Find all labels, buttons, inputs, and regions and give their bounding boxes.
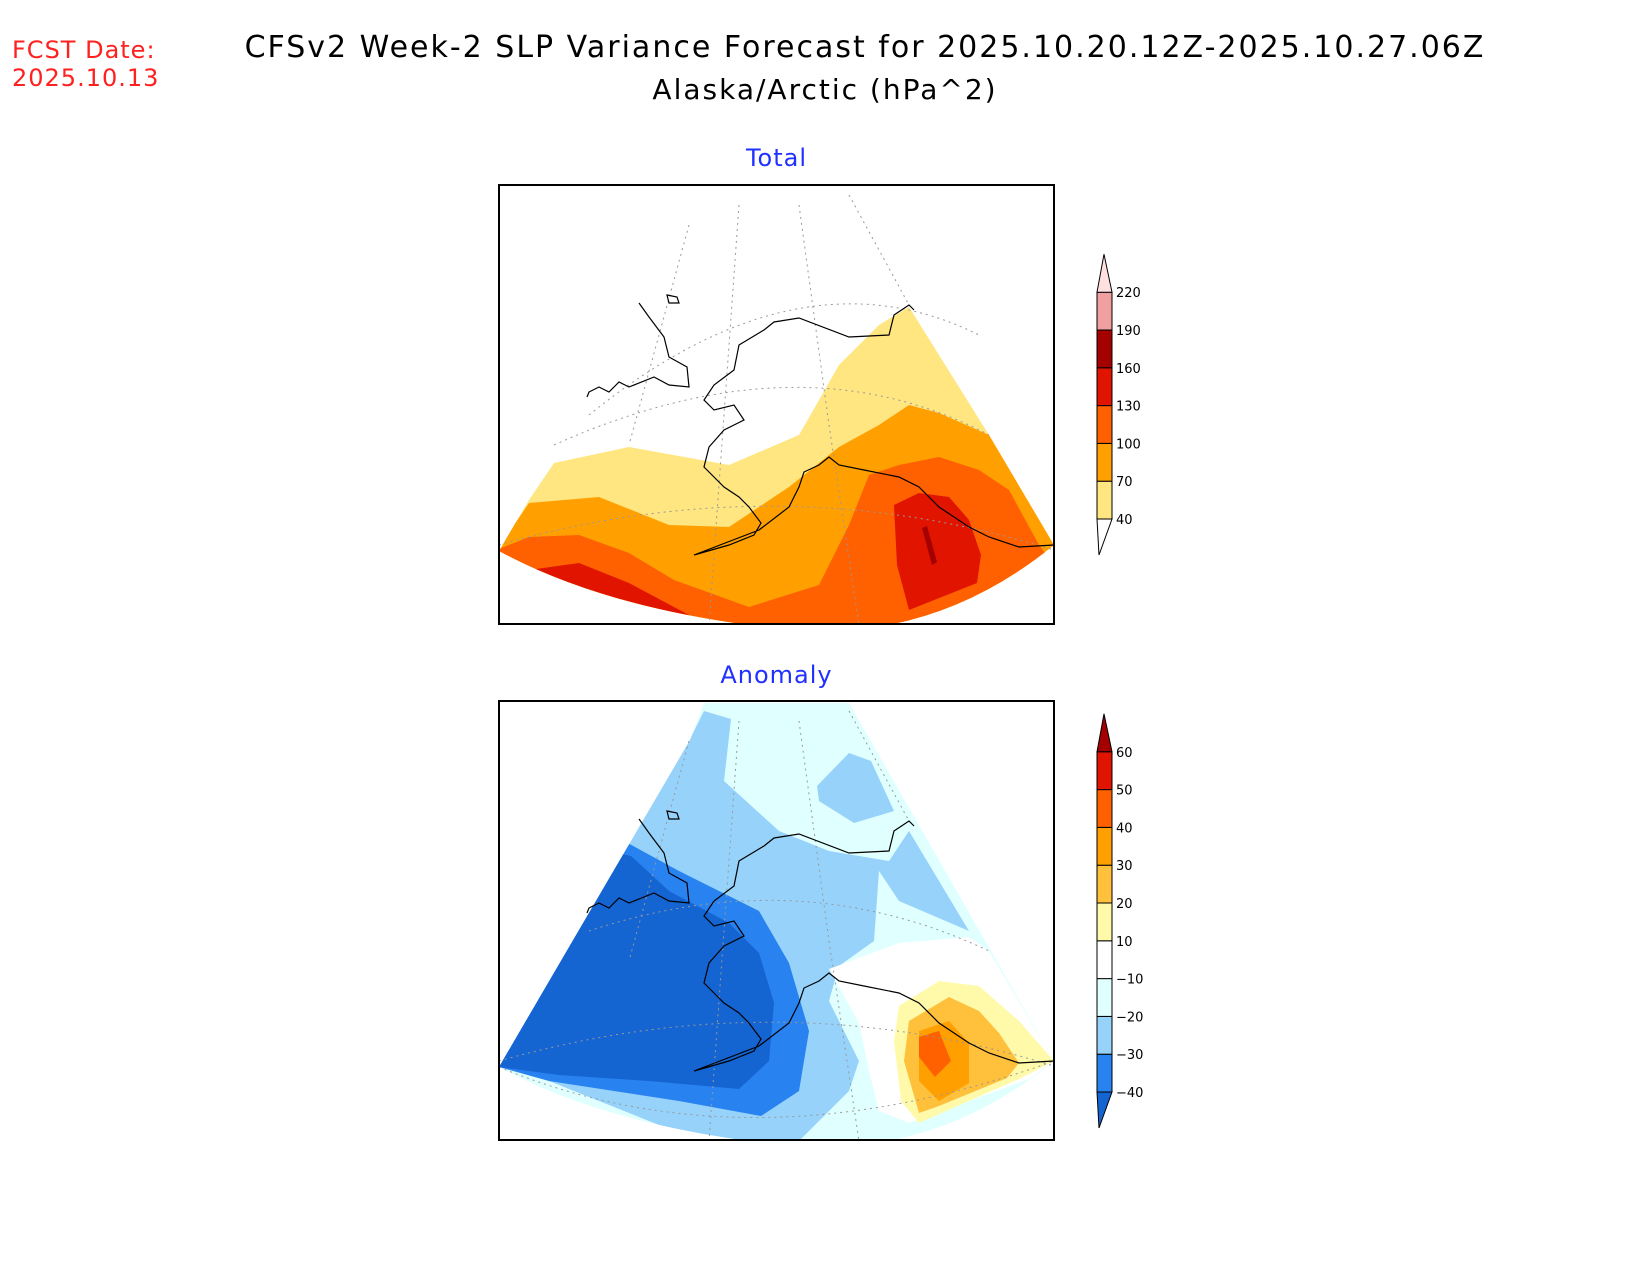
forecast-date: 2025.10.13	[12, 64, 160, 92]
colorbar-segment	[1096, 864, 1113, 904]
colorbar-segment	[1096, 291, 1113, 331]
colorbar-tick-label: −40	[1116, 1086, 1143, 1101]
coastline	[586, 294, 1055, 556]
total-colorbar: 40 70 100 130 160 190 220	[1096, 254, 1141, 556]
colorbar-upper-triangle	[1096, 713, 1113, 753]
anomaly-colorbar: −40 −30 −20 −10 10 20 30 40 50 60	[1096, 713, 1143, 1129]
colorbar-tick-label: 20	[1116, 897, 1133, 912]
contour-40-50	[919, 1031, 951, 1077]
colorbar-lower-triangle	[1096, 518, 1113, 556]
colorbar-tick-label: 50	[1116, 784, 1133, 799]
colorbar-segment	[1096, 442, 1113, 482]
colorbar-tick-label: 190	[1116, 324, 1141, 339]
colorbar-segment	[1096, 789, 1113, 828]
colorbar-segment	[1096, 940, 1113, 980]
colorbar-segment	[1096, 1015, 1113, 1055]
colorbar-segment	[1096, 405, 1113, 444]
colorbar-tick-label: 10	[1116, 935, 1133, 950]
colorbar-segment	[1096, 751, 1113, 791]
anomaly-map-frame	[498, 700, 1055, 1141]
colorbar-segment	[1096, 329, 1113, 369]
colorbar-segment	[1096, 826, 1113, 866]
colorbar-segment	[1096, 367, 1113, 407]
colorbar-tick-label: 30	[1116, 859, 1133, 874]
colorbar-segment	[1096, 1053, 1113, 1093]
colorbar-upper-triangle	[1096, 254, 1113, 293]
subtitle: Alaska/Arctic (hPa^2)	[652, 73, 998, 106]
total-panel-title: Total	[745, 144, 808, 172]
colorbar-tick-label: −30	[1116, 1048, 1143, 1063]
colorbar-tick-label: 100	[1116, 437, 1141, 452]
total-map-frame	[498, 184, 1055, 625]
anomaly-panel-title: Anomaly	[720, 661, 833, 689]
contour-130-160-east	[894, 493, 981, 610]
contour-160-190	[922, 526, 937, 565]
colorbar-segment	[1096, 902, 1113, 942]
colorbar-segment	[1096, 480, 1113, 520]
main-title: CFSv2 Week-2 SLP Variance Forecast for 2…	[244, 30, 1486, 65]
anomaly-map	[498, 700, 1055, 1142]
colorbar-tick-label: 160	[1116, 362, 1141, 377]
contour-below-minus40	[499, 849, 774, 1089]
colorbar-tick-label: 40	[1116, 513, 1133, 528]
graticule	[498, 710, 1055, 1142]
colorbar-tick-label: 220	[1116, 286, 1141, 301]
forecast-date-label: FCST Date:	[12, 36, 156, 64]
colorbar-lower-triangle	[1096, 1091, 1113, 1129]
graticule	[498, 194, 1055, 626]
colorbar-segment	[1096, 978, 1113, 1017]
coastline	[586, 810, 1055, 1072]
colorbar-tick-label: −10	[1116, 973, 1143, 988]
colorbar-tick-label: 40	[1116, 821, 1133, 836]
colorbar-tick-label: −20	[1116, 1010, 1143, 1025]
colorbar-tick-label: 60	[1116, 746, 1133, 761]
colorbar-tick-label: 130	[1116, 400, 1141, 415]
total-map	[498, 184, 1055, 626]
colorbar-tick-label: 70	[1116, 475, 1133, 490]
